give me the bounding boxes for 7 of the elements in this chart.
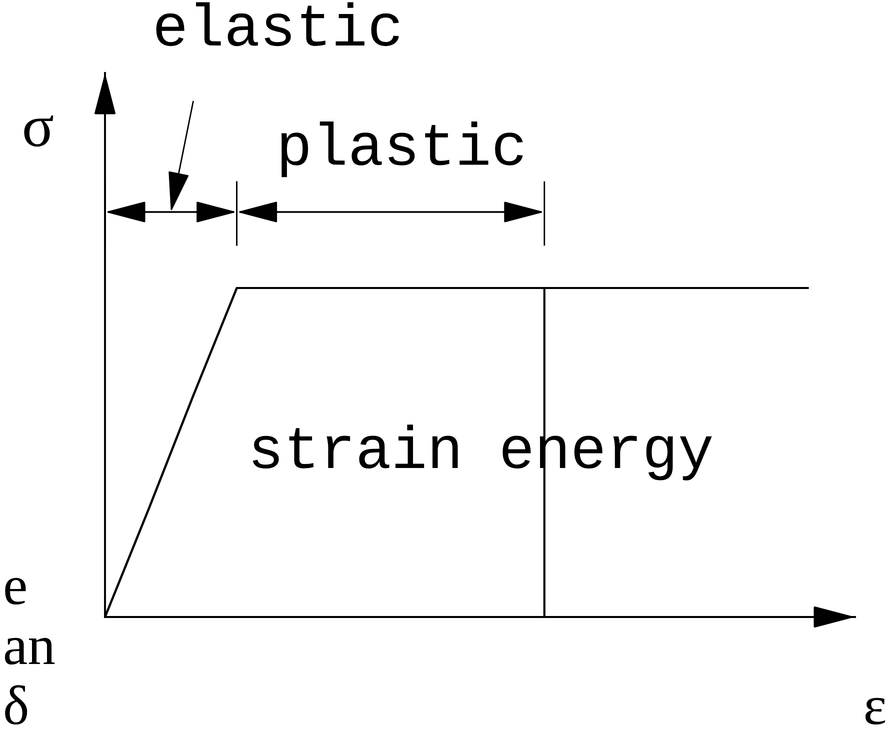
text: plastic <box>281 122 523 178</box>
x-axis-title: ε <box>865 698 886 725</box>
text: e <box>5 578 26 605</box>
text: δ <box>5 685 28 725</box>
y-axis-title: σ <box>24 115 54 147</box>
text: an <box>4 638 55 665</box>
text: elastic <box>156 2 399 46</box>
